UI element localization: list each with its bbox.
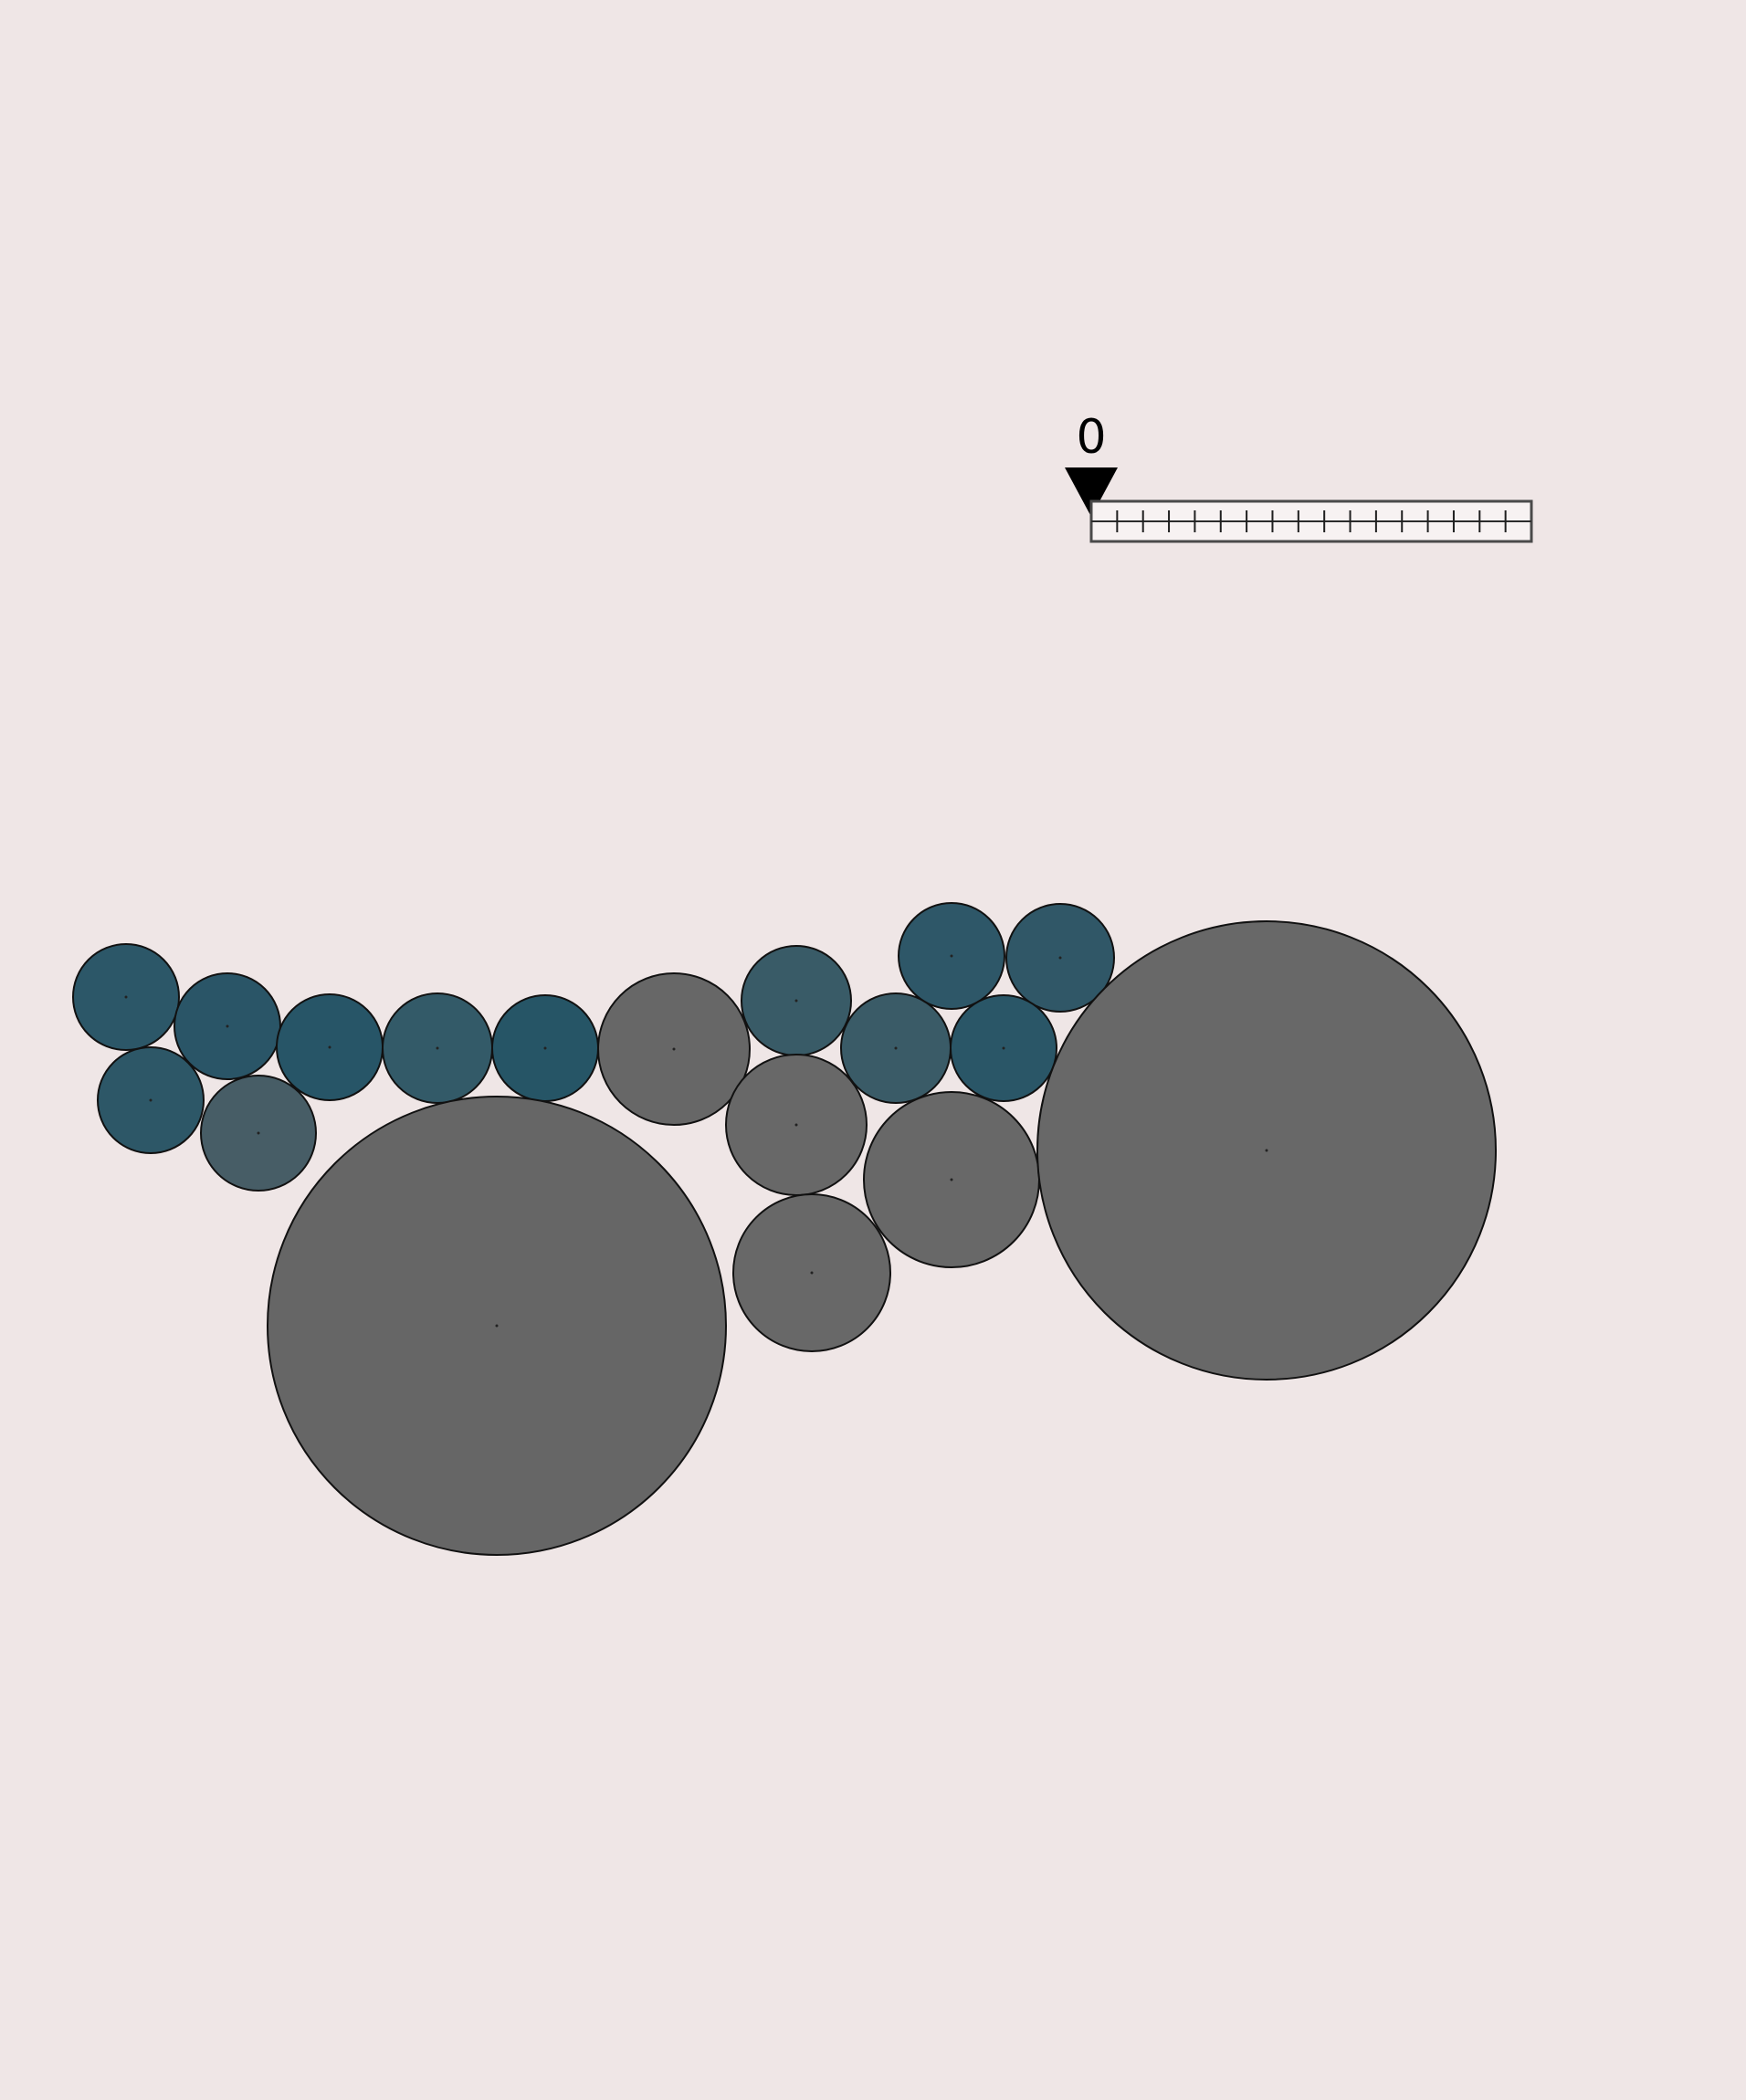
circle-group bbox=[72, 902, 1497, 1556]
circle-center-dot bbox=[810, 1271, 814, 1275]
circle-center-dot bbox=[894, 1046, 898, 1050]
circle-center-dot bbox=[672, 1047, 676, 1051]
circle-center-dot bbox=[149, 1098, 153, 1102]
circle-center-dot bbox=[1058, 956, 1062, 960]
circle-center-dot bbox=[950, 1178, 953, 1181]
circle-center-dot bbox=[950, 954, 953, 958]
circle-center-dot bbox=[328, 1045, 331, 1049]
circle-center-dot bbox=[226, 1024, 229, 1028]
circle-center-dot bbox=[257, 1131, 260, 1135]
circle-center-dot bbox=[1265, 1149, 1268, 1152]
scale-indicator: 0 bbox=[1065, 410, 1533, 543]
circle-center-dot bbox=[124, 995, 128, 999]
circle-center-dot bbox=[543, 1046, 547, 1050]
circle-center-dot bbox=[1002, 1046, 1005, 1050]
down-triangle-icon bbox=[1065, 467, 1118, 517]
circle-center-dot bbox=[794, 1123, 798, 1127]
scale-zero-label: 0 bbox=[1076, 410, 1106, 465]
circle-center-dot bbox=[436, 1046, 439, 1050]
circle-center-dot bbox=[495, 1324, 499, 1328]
circle-center-dot bbox=[794, 999, 798, 1003]
scale-ticks bbox=[1116, 510, 1507, 532]
